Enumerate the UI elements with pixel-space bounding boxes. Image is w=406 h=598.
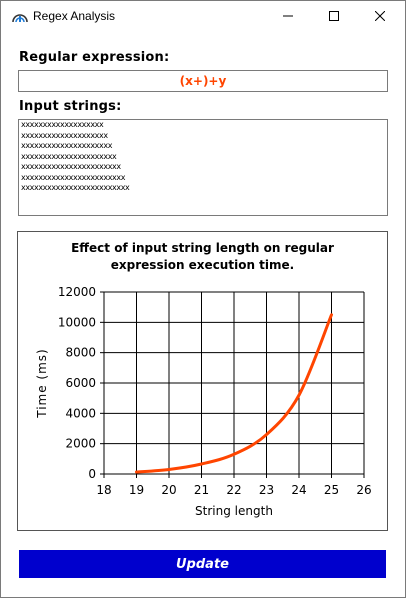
y-tick-label: 8000 [65, 346, 96, 360]
y-tick-label: 0 [88, 467, 96, 481]
regex-label: Regular expression: [19, 50, 170, 65]
close-icon [375, 11, 385, 21]
input-string-line: xxxxxxxxxxxxxxxxxxxx [21, 130, 108, 140]
y-tick-label: 6000 [65, 376, 96, 390]
input-strings-textarea[interactable]: xxxxxxxxxxxxxxxxxxx xxxxxxxxxxxxxxxxxxxx… [18, 119, 388, 216]
x-tick-label: 21 [194, 483, 209, 497]
input-string-line: xxxxxxxxxxxxxxxxxxxxxxxx [21, 172, 126, 182]
regex-input[interactable]: (x+)+y [18, 70, 388, 92]
y-tick-label: 2000 [65, 437, 96, 451]
window-title: Regex Analysis [33, 9, 116, 23]
y-axis-label: Time (ms) [35, 348, 49, 419]
input-string-line: xxxxxxxxxxxxxxxxxxxxxxx [21, 162, 121, 171]
y-tick-label: 12000 [58, 285, 96, 299]
input-string-line: xxxxxxxxxxxxxxxxxxxxxx [21, 151, 117, 161]
app-icon [12, 14, 28, 23]
regex-value: (x+)+y [179, 74, 227, 88]
x-tick-label: 26 [356, 483, 371, 497]
x-tick-label: 18 [96, 483, 111, 497]
x-tick-label: 20 [161, 483, 176, 497]
input-string-line: xxxxxxxxxxxxxxxxxxx [21, 120, 104, 129]
series-line [135, 313, 333, 474]
title-bar[interactable]: Regex Analysis [1, 1, 405, 31]
input-strings-label: Input strings: [19, 99, 122, 114]
y-tick-label: 10000 [58, 315, 96, 329]
update-button[interactable]: Update [19, 550, 386, 578]
chart-title-line1: Effect of input string length on regular [71, 241, 334, 255]
minimize-icon [283, 15, 293, 17]
chart-plot: 18 19 20 21 22 23 24 25 26 0 2000 4000 6000 8000 10000… [35, 285, 372, 518]
close-button[interactable] [357, 1, 403, 31]
x-tick-label: 24 [291, 483, 306, 497]
x-tick-label: 25 [324, 483, 339, 497]
input-string-line: xxxxxxxxxxxxxxxxxxxxx [21, 141, 113, 150]
chart-panel: Effect of input string length on regular… [17, 231, 388, 531]
x-tick-label: 19 [129, 483, 144, 497]
chart-title-line2: expression execution time. [110, 258, 295, 272]
x-tick-label: 22 [226, 483, 241, 497]
x-tick-label: 23 [259, 483, 274, 497]
x-axis-label: String length [195, 504, 273, 518]
minimize-button[interactable] [265, 1, 311, 31]
maximize-button[interactable] [311, 1, 357, 31]
y-tick-label: 4000 [65, 406, 96, 420]
input-string-line: xxxxxxxxxxxxxxxxxxxxxxxxx [21, 183, 130, 192]
update-button-label: Update [176, 556, 229, 572]
maximize-icon [329, 11, 339, 21]
